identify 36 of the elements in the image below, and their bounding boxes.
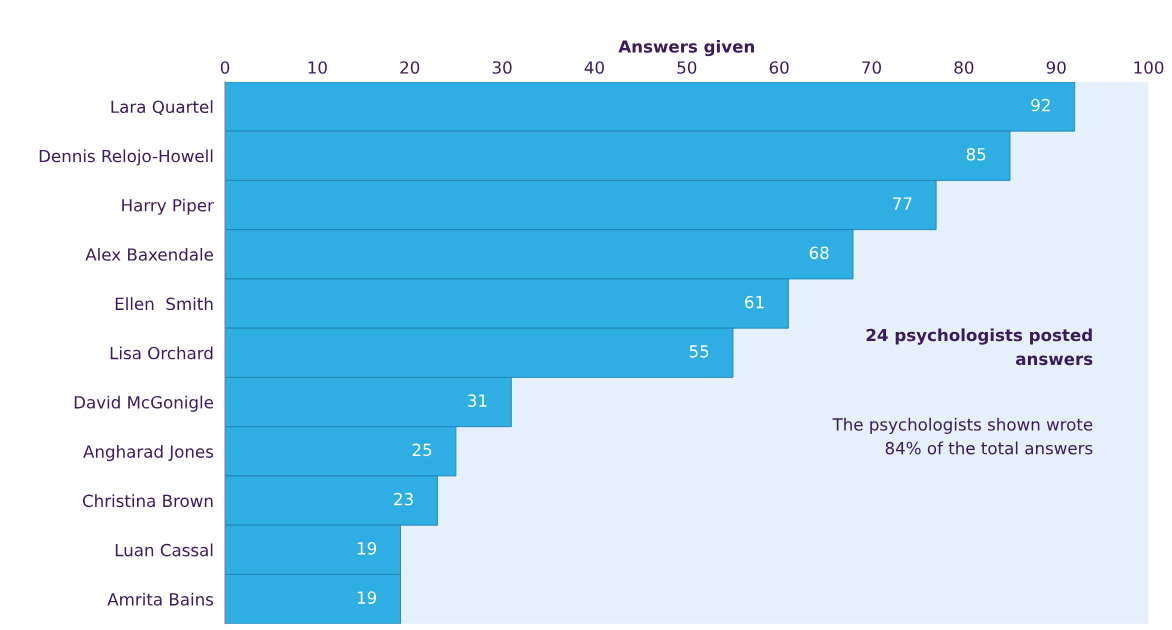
y-tick-label: Lara Quartel [111, 100, 213, 116]
data-label: 92 [1031, 98, 1050, 112]
x-tick-label: 30 [492, 61, 512, 74]
x-tick-label: 90 [1046, 61, 1066, 74]
y-tick-label: Amrita Bains [107, 592, 214, 606]
x-axis-title: Answers given [618, 39, 754, 57]
data-label: 19 [357, 542, 377, 555]
x-tick-label: 70 [862, 61, 881, 74]
data-label: 55 [689, 345, 709, 358]
y-tick-label: Alex Baxendale [85, 247, 214, 261]
data-label: 19 [357, 591, 377, 604]
x-tick-label: 0 [220, 61, 230, 74]
y-tick-label: Angharad Jones [83, 444, 214, 462]
data-label: 85 [966, 148, 986, 161]
y-tick-label: Ellen Smith [115, 297, 213, 311]
y-tick-label: Lisa Orchard [110, 346, 213, 360]
y-tick-label: Dennis Relojo-Howell [39, 149, 213, 166]
data-label: 31 [468, 394, 487, 407]
y-tick-label: Harry Piper [122, 198, 214, 215]
annotation: 24 psychologists posted answers [866, 328, 1093, 366]
x-tick-label: 20 [400, 61, 420, 74]
data-label: 61 [745, 295, 764, 309]
y-tick-label: David McGonigle [74, 395, 214, 412]
y-tick-label: Christina Brown [82, 494, 213, 508]
y-tick-label: Luan Cassal [115, 543, 213, 557]
x-tick-label: 80 [954, 61, 974, 74]
x-tick-label: 60 [769, 61, 789, 74]
x-tick-label: 100 [1134, 61, 1164, 74]
data-label: 68 [809, 246, 829, 260]
data-label: 25 [412, 443, 432, 457]
annotation: The psychologists shown wrote 84% of the total answers [832, 417, 1093, 455]
data-label: 23 [394, 492, 413, 506]
x-tick-label: 40 [584, 61, 604, 74]
data-label: 77 [893, 197, 912, 210]
x-tick-label: 10 [308, 61, 327, 74]
x-tick-label: 50 [677, 61, 697, 74]
